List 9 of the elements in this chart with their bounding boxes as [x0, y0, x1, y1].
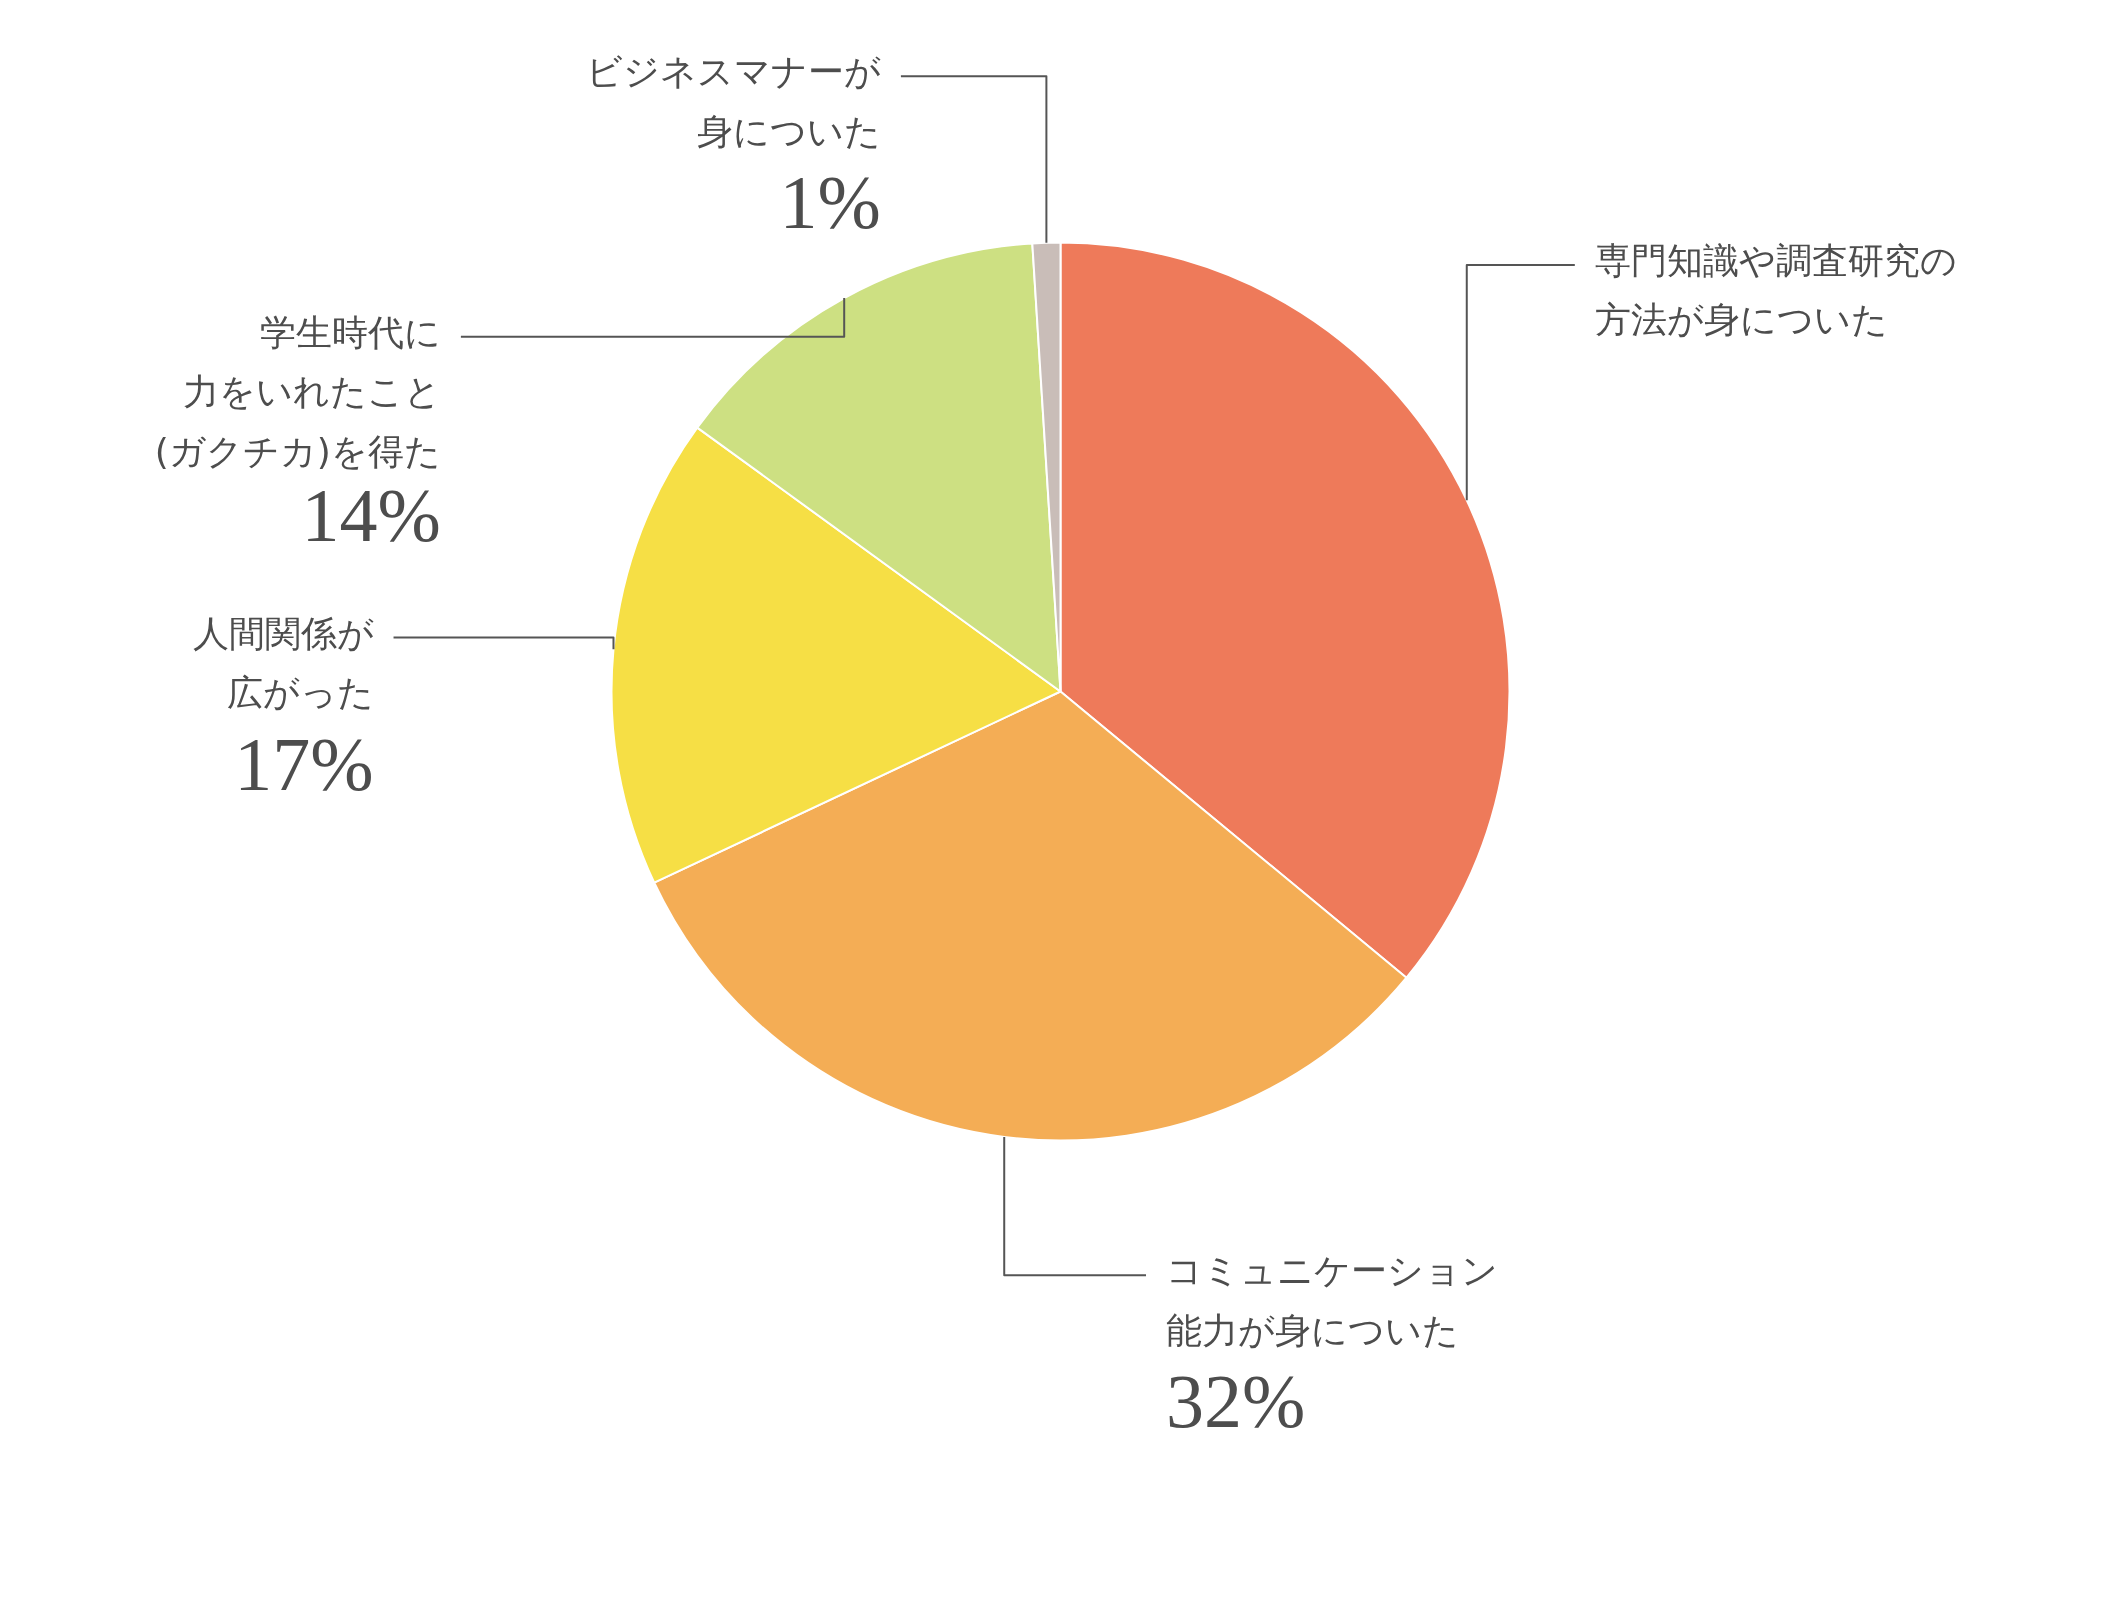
slice-label: 専門知識や調査研究の方法が身についた — [1594, 239, 1957, 341]
data-label: 1% — [779, 160, 881, 245]
slice-label: ビジネスマナーが身についた — [585, 51, 881, 152]
data-label: 14% — [301, 472, 441, 557]
data-label: 17% — [234, 721, 374, 806]
data-label: 32% — [1166, 1359, 1306, 1444]
slice-label: 学生時代に力をいれたこと(ガクチカ)を得た — [154, 311, 441, 472]
slice-label: 人間関係が広がった — [192, 612, 374, 714]
slice-label: コミュニケーション能力が身についた — [1166, 1250, 1499, 1351]
